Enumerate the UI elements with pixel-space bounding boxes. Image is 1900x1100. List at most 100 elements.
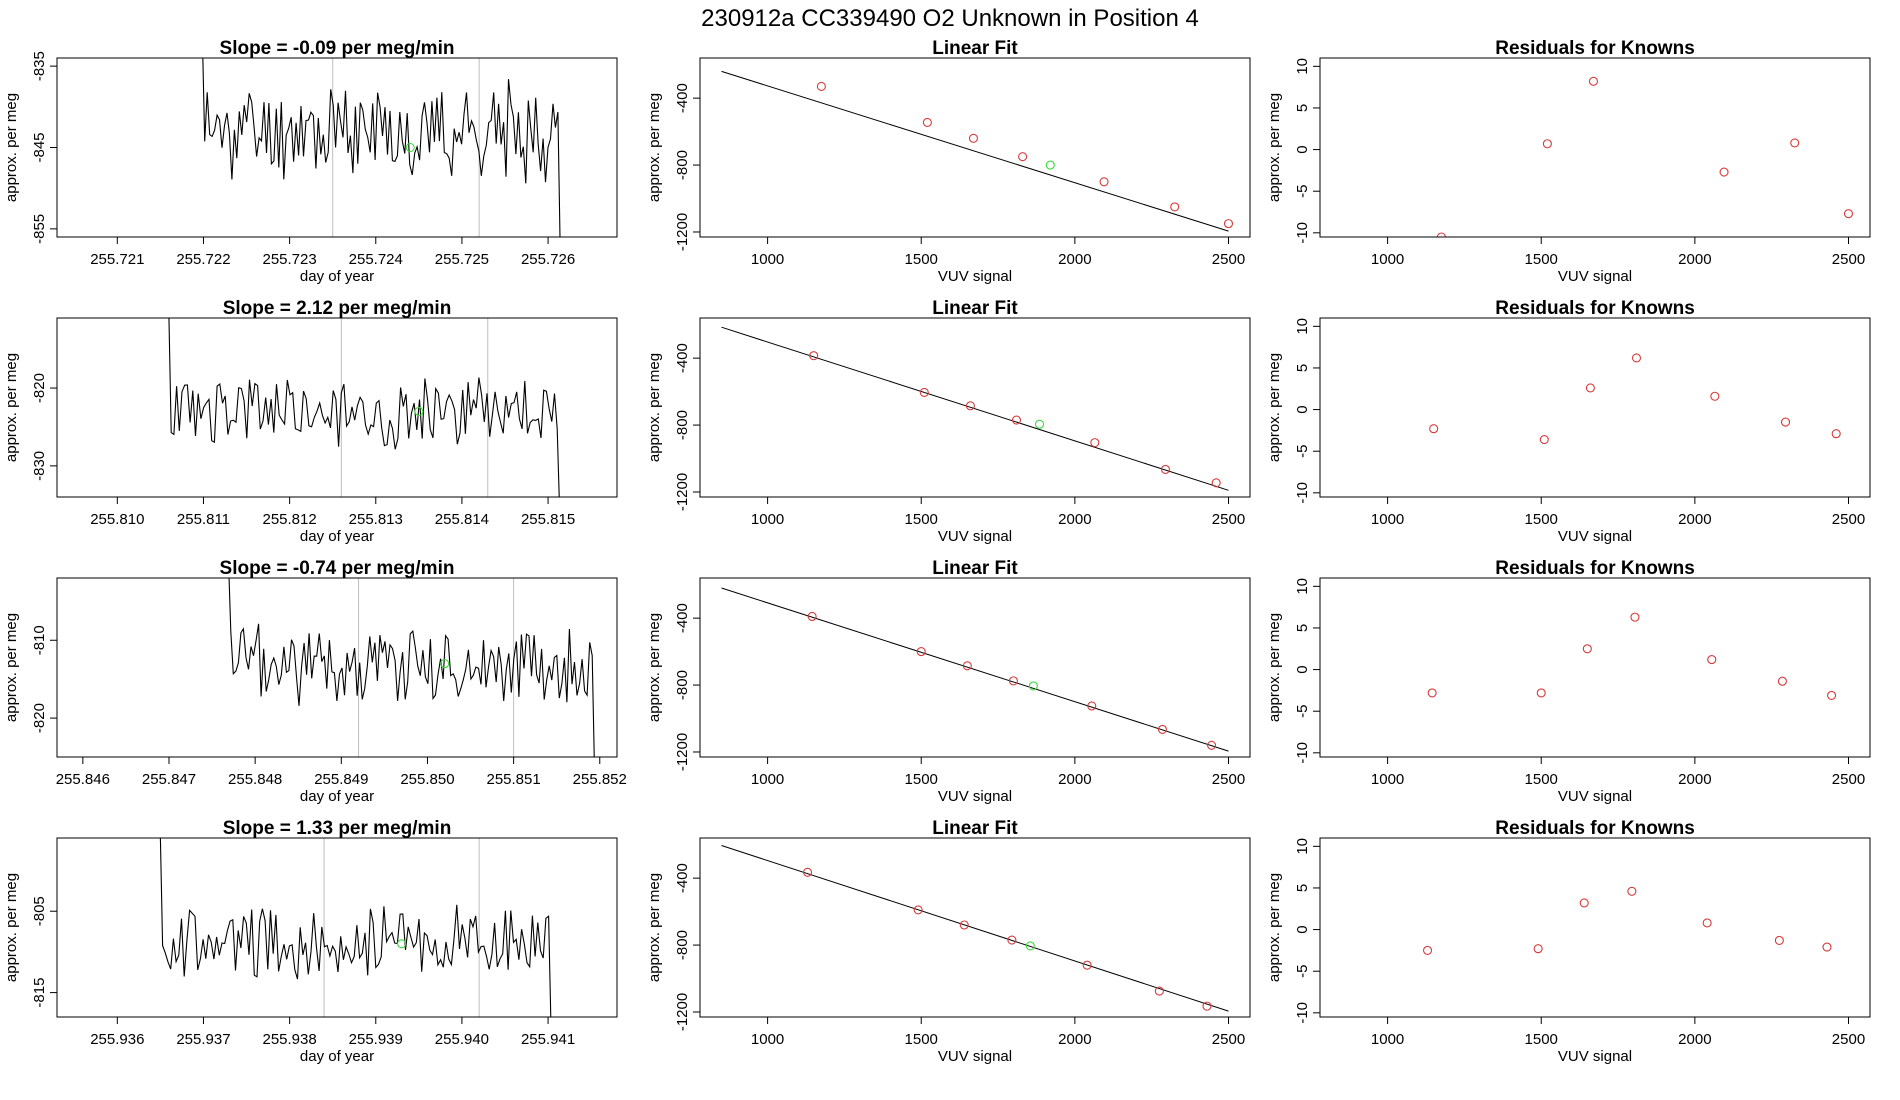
known-point xyxy=(807,611,817,622)
data-layer xyxy=(159,838,552,1017)
x-tick-label: 255.723 xyxy=(262,251,316,268)
y-tick-label: -10 xyxy=(1294,1002,1311,1024)
known-point xyxy=(968,133,979,143)
known-point xyxy=(1780,417,1791,427)
x-tick-label: 2000 xyxy=(1678,1031,1711,1048)
known-point xyxy=(913,905,923,915)
plot-frame xyxy=(1319,57,1871,238)
fit-line xyxy=(721,70,1229,232)
x-axis-label: VUV signal xyxy=(938,788,1012,805)
x-tick-label: 255.941 xyxy=(521,1031,575,1048)
known-point xyxy=(1707,655,1717,665)
x-axis-label: day of year xyxy=(300,528,374,545)
data-layer xyxy=(202,58,561,237)
y-axis-label: approx. per meg xyxy=(3,353,20,462)
x-axis-label: day of year xyxy=(300,1048,374,1065)
x-axis-label: day of year xyxy=(300,788,374,805)
y-tick-label: -830 xyxy=(31,451,48,481)
y-tick-label: 5 xyxy=(1294,884,1311,892)
x-tick-label: 255.852 xyxy=(573,771,627,788)
y-tick-label: -855 xyxy=(31,214,48,244)
plot-frame xyxy=(56,577,618,758)
known-point xyxy=(802,867,813,877)
y-tick-label: -800 xyxy=(674,930,691,960)
known-point xyxy=(1631,353,1642,363)
unknown-point xyxy=(1045,160,1055,170)
known-point xyxy=(962,661,972,671)
known-point xyxy=(1822,942,1832,952)
y-tick-label: 0 xyxy=(1294,665,1311,673)
x-axis-label: VUV signal xyxy=(938,528,1012,545)
panel-r1c2: Linear Fit 1000 1500 2000 2500 -400 -800 -1200 V… xyxy=(646,38,1251,285)
y-tick-label: -835 xyxy=(31,51,48,81)
panel-title: Residuals for Knowns xyxy=(1495,298,1695,319)
plot-frame xyxy=(1319,317,1871,498)
known-point xyxy=(1427,688,1437,698)
panel-r4c2: Linear Fit 1000 1500 2000 2500 -400 -800 -1200 V… xyxy=(646,818,1251,1065)
x-axis-label: VUV signal xyxy=(938,1048,1012,1065)
x-tick-label: 2500 xyxy=(1212,251,1245,268)
known-point xyxy=(1223,219,1234,229)
y-tick-label: -5 xyxy=(1294,965,1311,978)
known-point xyxy=(922,117,932,127)
y-tick-label: -5 xyxy=(1294,185,1311,198)
data-layer xyxy=(1422,886,1832,955)
panel-r2c2: Linear Fit 1000 1500 2000 2500 -400 -800 -1200 V… xyxy=(646,298,1251,545)
known-point xyxy=(965,401,975,411)
x-tick-label: 255.811 xyxy=(177,511,230,528)
data-layer xyxy=(721,326,1229,491)
data-layer xyxy=(228,578,595,757)
x-tick-label: 255.938 xyxy=(262,1031,316,1048)
known-point xyxy=(1170,202,1180,212)
panel-title: Linear Fit xyxy=(932,558,1018,579)
panel-title: Linear Fit xyxy=(932,298,1018,319)
panel-title: Slope = 2.12 per meg/min xyxy=(223,298,452,319)
y-tick-label: -1200 xyxy=(674,213,691,251)
known-point xyxy=(1588,76,1599,86)
known-point xyxy=(916,647,926,657)
panel-title: Slope = 1.33 per meg/min xyxy=(223,818,452,839)
y-axis-label: approx. per meg xyxy=(646,613,663,722)
y-tick-label: 5 xyxy=(1294,624,1311,632)
x-tick-label: 255.848 xyxy=(228,771,282,788)
x-tick-label: 255.721 xyxy=(90,251,144,268)
x-axis-label: VUV signal xyxy=(938,268,1012,285)
y-axis-label: approx. per meg xyxy=(646,873,663,982)
panel-r2c1: Slope = 2.12 per meg/min 255.810 255.811 25… xyxy=(3,298,618,545)
plot-frame xyxy=(56,317,618,498)
y-tick-label: -820 xyxy=(31,703,48,733)
x-tick-label: 1000 xyxy=(1371,251,1404,268)
known-point xyxy=(1719,167,1729,177)
known-point xyxy=(1827,690,1837,700)
per-meg-trace xyxy=(159,838,552,1017)
data-layer xyxy=(721,587,1229,752)
plot-frame xyxy=(699,317,1251,498)
x-tick-label: 1000 xyxy=(751,1031,784,1048)
y-axis-label: approx. per meg xyxy=(1266,353,1283,462)
x-tick-label: 255.722 xyxy=(176,251,230,268)
data-layer xyxy=(1427,612,1837,700)
y-tick-label: -400 xyxy=(674,603,691,633)
y-axis-label: approx. per meg xyxy=(1266,873,1283,982)
y-tick-label: -400 xyxy=(674,863,691,893)
y-axis-label: approx. per meg xyxy=(646,353,663,462)
x-tick-label: 255.813 xyxy=(349,511,403,528)
x-tick-label: 1500 xyxy=(1525,511,1558,528)
unknown-point xyxy=(414,406,424,416)
x-tick-label: 255.725 xyxy=(435,251,489,268)
known-point xyxy=(1777,676,1787,686)
y-tick-label: 10 xyxy=(1294,578,1311,595)
x-tick-label: 1500 xyxy=(1525,1031,1558,1048)
panel-title: Linear Fit xyxy=(932,38,1018,59)
panel-title: Residuals for Knowns xyxy=(1495,818,1695,839)
x-tick-label: 2500 xyxy=(1212,771,1245,788)
panel-r1c1: Slope = -0.09 per meg/min 255.721 255.722 2… xyxy=(3,38,618,285)
x-tick-label: 2500 xyxy=(1832,1031,1865,1048)
known-point xyxy=(1843,209,1854,219)
x-tick-label: 255.849 xyxy=(314,771,368,788)
y-tick-label: 5 xyxy=(1294,364,1311,372)
x-tick-label: 1000 xyxy=(751,511,784,528)
fit-line xyxy=(721,587,1229,752)
known-point xyxy=(1533,944,1543,954)
y-axis-label: approx. per meg xyxy=(1266,93,1283,202)
